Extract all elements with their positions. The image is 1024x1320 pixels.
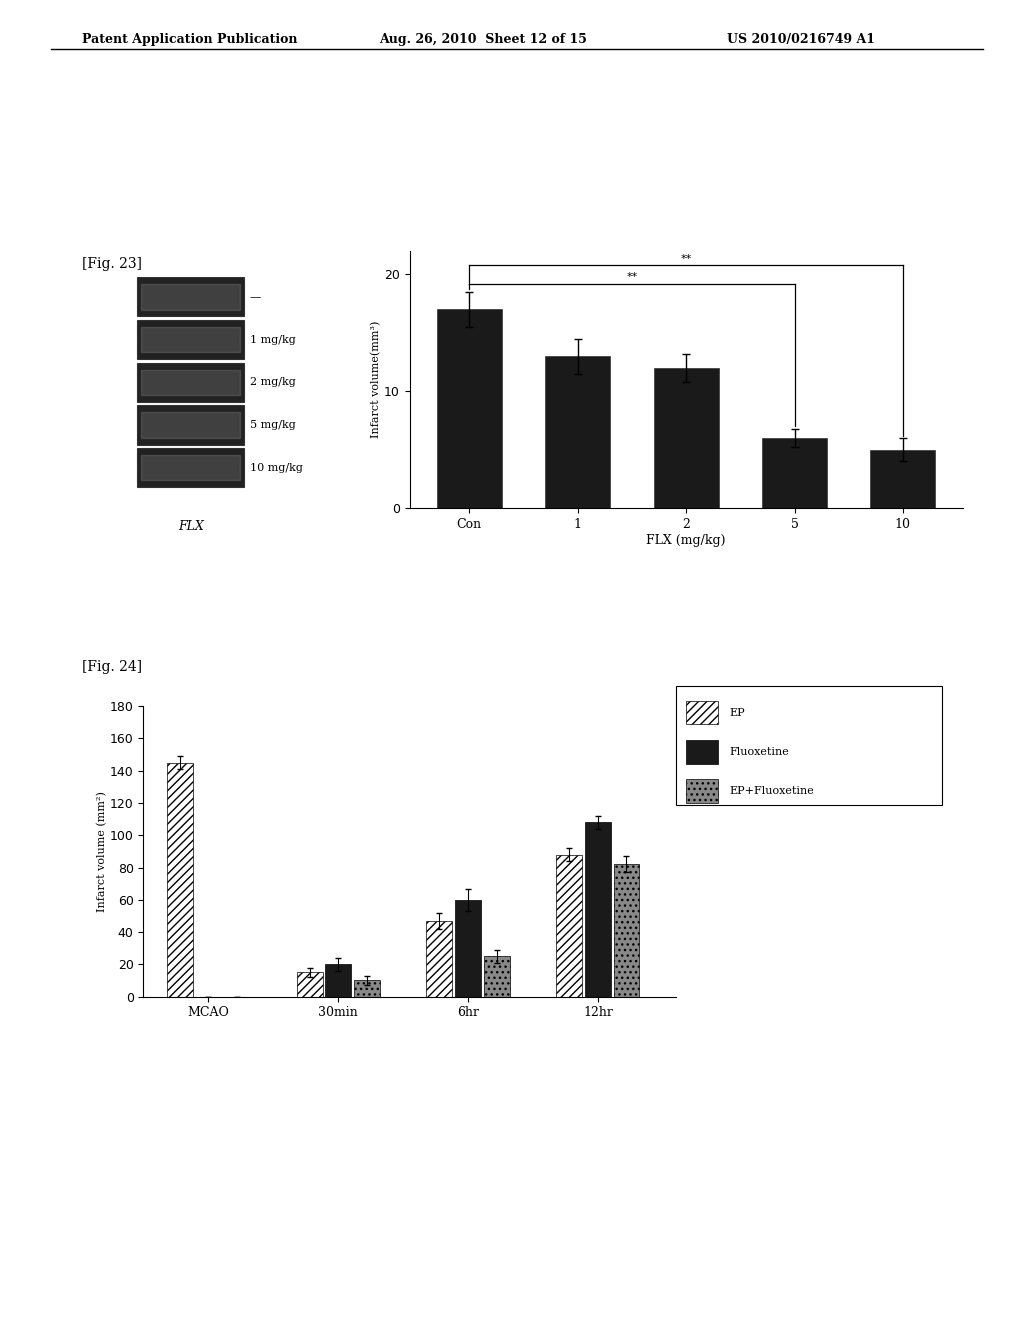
Bar xyxy=(870,450,936,508)
Bar xyxy=(483,956,510,997)
Text: 10 mg/kg: 10 mg/kg xyxy=(250,463,303,473)
Bar xyxy=(436,309,502,508)
Text: [Fig. 24]: [Fig. 24] xyxy=(82,660,142,675)
Text: EP+Fluoxetine: EP+Fluoxetine xyxy=(729,785,814,796)
Text: 1 mg/kg: 1 mg/kg xyxy=(250,334,296,345)
Text: [Fig. 23]: [Fig. 23] xyxy=(82,257,142,272)
Bar xyxy=(762,438,827,508)
Bar xyxy=(137,277,244,317)
Bar xyxy=(137,405,244,445)
Bar xyxy=(686,779,719,803)
Bar xyxy=(326,965,351,997)
Text: **: ** xyxy=(681,253,691,264)
Bar xyxy=(137,363,244,401)
Bar xyxy=(653,368,719,508)
Bar xyxy=(686,701,719,725)
Text: US 2010/0216749 A1: US 2010/0216749 A1 xyxy=(727,33,876,46)
Bar xyxy=(545,356,610,508)
Bar xyxy=(613,865,639,997)
Bar xyxy=(585,822,611,997)
Text: Fluoxetine: Fluoxetine xyxy=(729,747,788,756)
Y-axis label: Infarct volume(mm³): Infarct volume(mm³) xyxy=(371,321,381,438)
Text: FLX: FLX xyxy=(178,520,205,533)
Bar xyxy=(426,921,453,997)
Text: 5 mg/kg: 5 mg/kg xyxy=(250,420,296,430)
Text: Aug. 26, 2010  Sheet 12 of 15: Aug. 26, 2010 Sheet 12 of 15 xyxy=(379,33,587,46)
Bar xyxy=(556,854,583,997)
Text: Patent Application Publication: Patent Application Publication xyxy=(82,33,297,46)
X-axis label: FLX (mg/kg): FLX (mg/kg) xyxy=(646,533,726,546)
Text: **: ** xyxy=(627,272,638,282)
Text: EP: EP xyxy=(729,708,744,718)
Bar xyxy=(137,449,244,487)
Bar xyxy=(137,319,244,359)
Bar xyxy=(353,981,380,997)
Bar xyxy=(455,900,481,997)
Y-axis label: Infarct volume (mm²): Infarct volume (mm²) xyxy=(96,791,106,912)
Text: 2 mg/kg: 2 mg/kg xyxy=(250,378,296,387)
Bar xyxy=(297,973,323,997)
Bar xyxy=(167,763,193,997)
Text: —: — xyxy=(250,292,261,302)
Bar xyxy=(686,739,719,763)
